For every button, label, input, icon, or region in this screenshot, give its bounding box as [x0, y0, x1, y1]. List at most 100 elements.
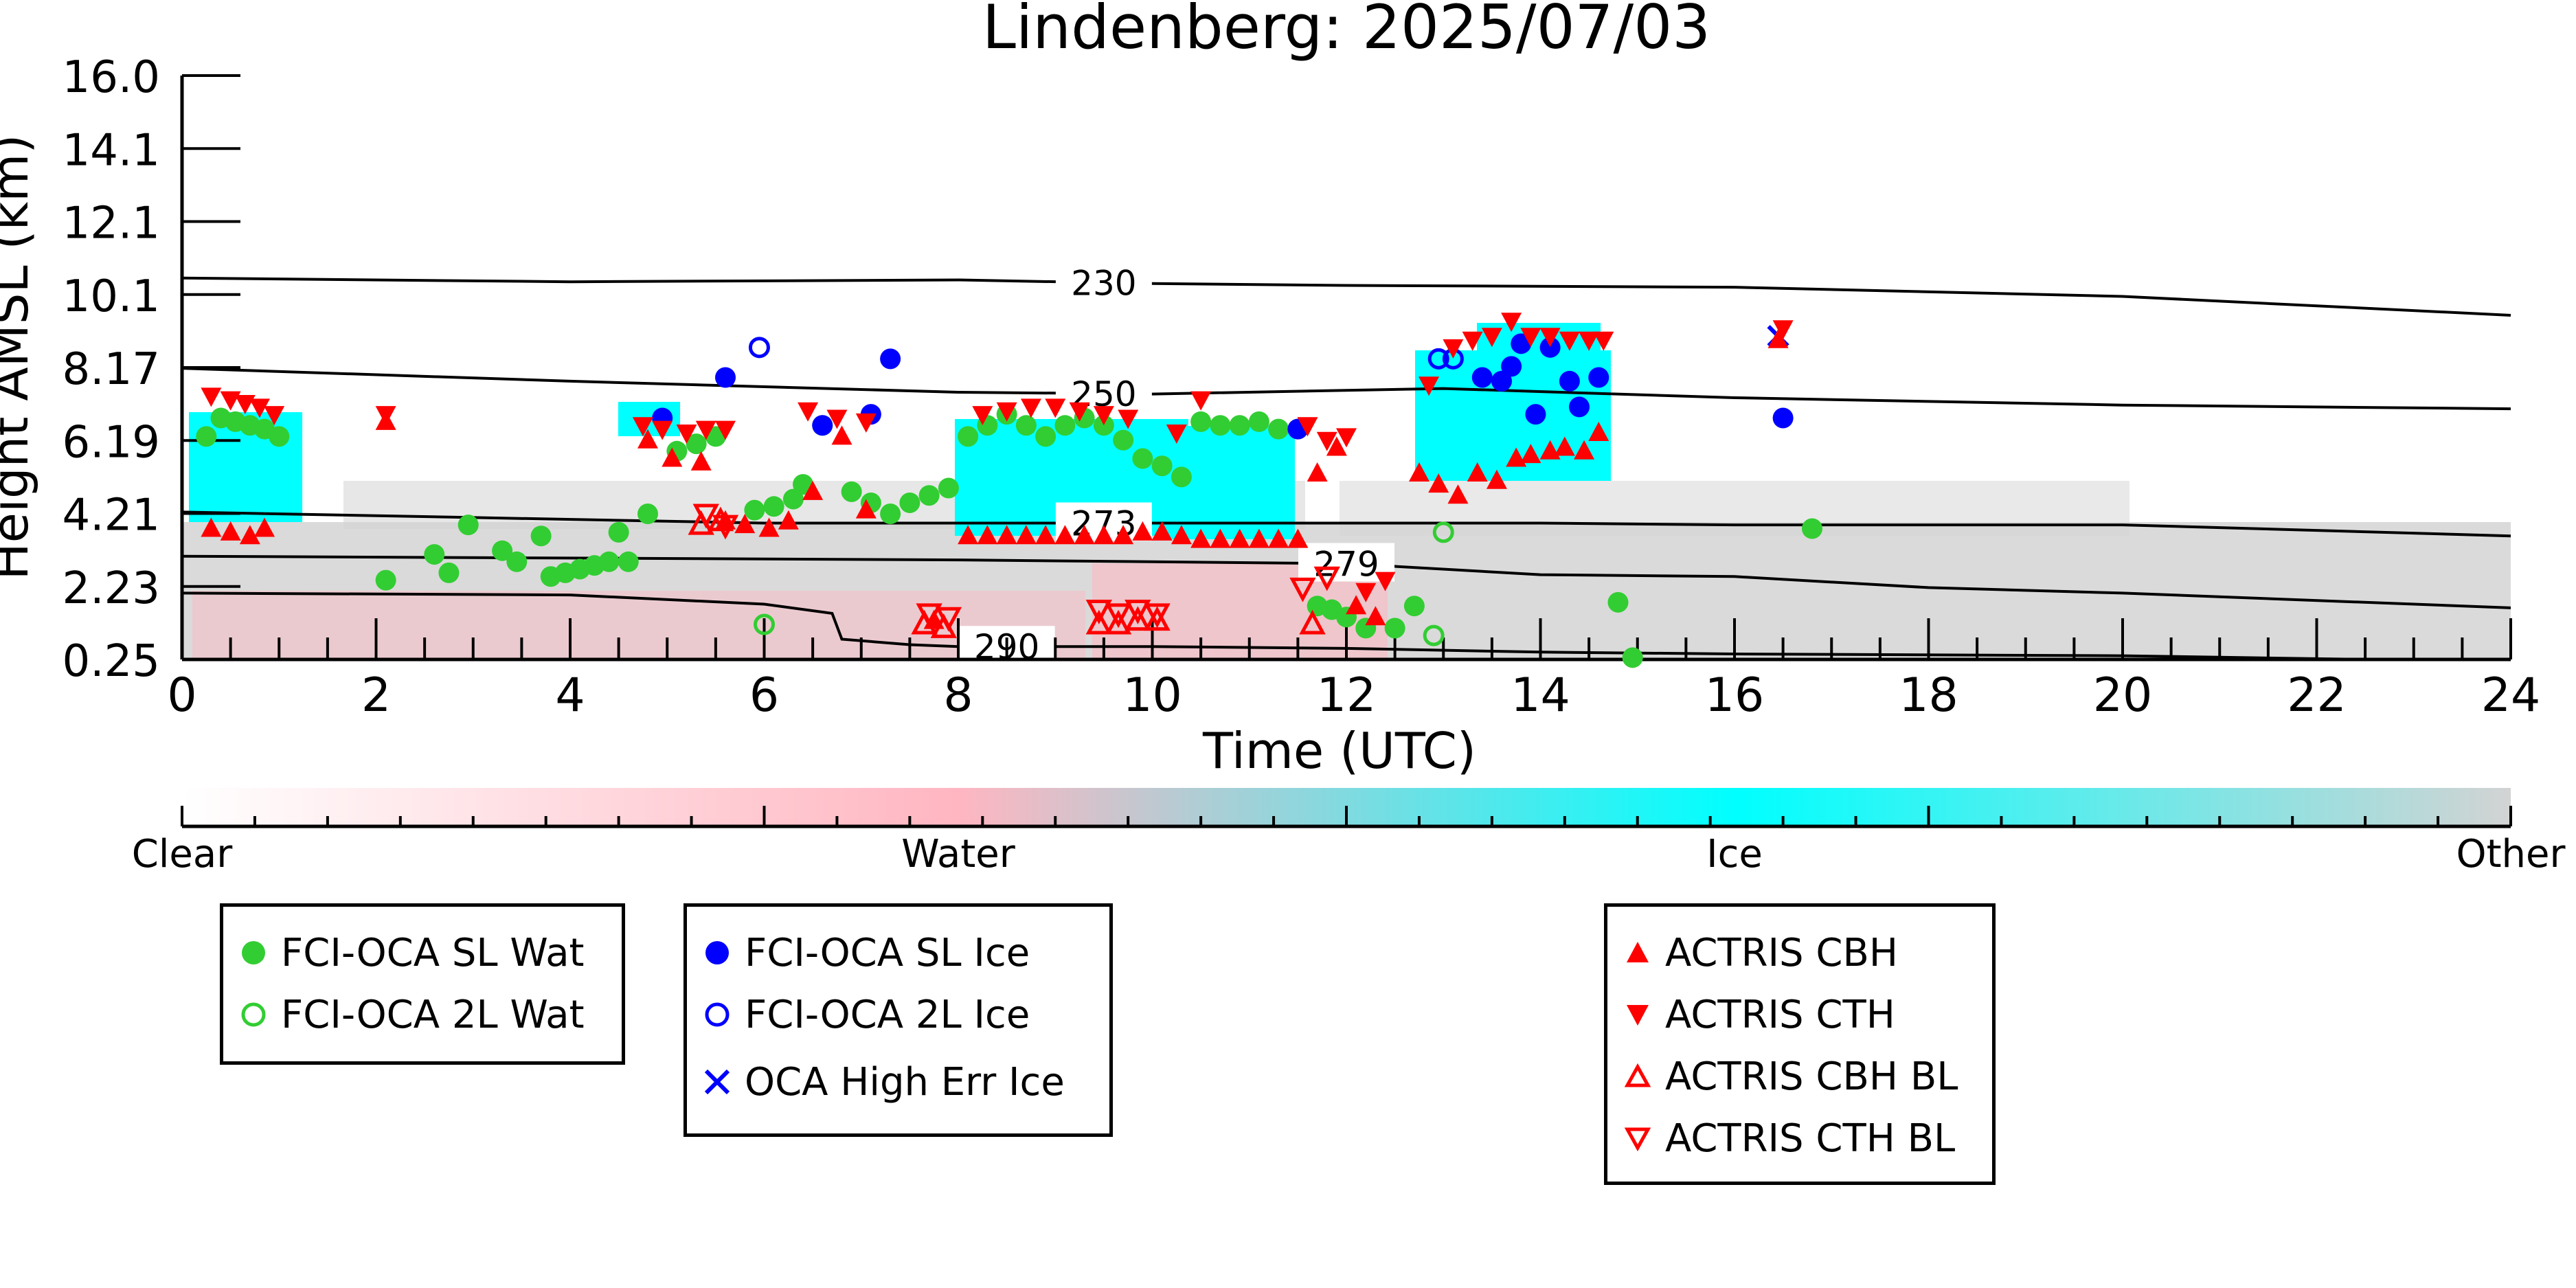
data-point — [1035, 525, 1057, 545]
data-point — [1015, 525, 1037, 545]
data-point — [715, 367, 736, 388]
data-point — [1559, 331, 1580, 351]
filled-circle-icon — [705, 941, 729, 964]
legend-label: OCA High Err Ice — [745, 1059, 1065, 1105]
x-tick-label: 0 — [167, 668, 196, 723]
data-point — [754, 613, 775, 635]
data-point — [972, 406, 993, 426]
data-point — [196, 426, 217, 447]
data-point — [1015, 415, 1037, 436]
y-tick-label: 16.0 — [63, 52, 161, 103]
contour-label-bg — [1055, 262, 1152, 301]
open-circle-icon — [241, 1002, 266, 1027]
data-point — [1166, 424, 1187, 444]
data-point — [841, 481, 862, 502]
data-point — [1132, 521, 1153, 541]
data-point — [1622, 647, 1643, 668]
data-point — [506, 551, 528, 572]
data-point — [375, 406, 396, 426]
contour-line — [181, 510, 2511, 538]
data-point — [254, 517, 275, 537]
y-tick-label: 8.17 — [63, 344, 161, 395]
colorbar-labels: Clear Water Ice Other — [132, 832, 2566, 877]
data-point — [1574, 440, 1595, 460]
data-point — [758, 517, 780, 537]
x-tick-label: 12 — [1317, 668, 1377, 723]
data-point — [1408, 462, 1430, 482]
data-point — [880, 348, 901, 370]
data-point — [1501, 356, 1522, 377]
data-point — [598, 551, 620, 572]
colorbar-label: Ice — [1706, 832, 1763, 877]
data-point — [1462, 331, 1483, 351]
data-point — [1491, 370, 1512, 392]
data-point — [1539, 328, 1561, 348]
open-circle-icon — [705, 1002, 730, 1027]
data-point — [637, 429, 658, 449]
y-tick-label: 0.25 — [63, 636, 161, 687]
data-point — [1069, 402, 1090, 422]
legend-water: FCI-OCA SL Wat FCI-OCA 2L Wat — [220, 903, 625, 1065]
data-point — [1767, 328, 1789, 348]
data-point — [734, 514, 756, 534]
x-tick-label: 24 — [2481, 668, 2541, 723]
data-point — [1105, 609, 1132, 635]
data-point — [1085, 609, 1112, 635]
data-point — [1054, 415, 1076, 436]
data-point — [935, 607, 962, 632]
data-point — [1432, 521, 1454, 543]
data-point — [1210, 415, 1231, 436]
x-tick-label: 18 — [1899, 668, 1958, 723]
data-point — [1384, 618, 1405, 639]
data-point — [686, 433, 707, 455]
contour-line — [181, 276, 2511, 317]
data-point — [831, 425, 852, 445]
data-point — [1588, 367, 1609, 388]
data-point — [269, 426, 290, 447]
data-point — [782, 488, 804, 510]
y-axis-label: Height AMSL (km) — [0, 135, 39, 580]
y-tick-label: 10.1 — [63, 271, 161, 322]
data-point — [1443, 339, 1464, 359]
data-point — [1093, 415, 1114, 436]
data-point — [802, 480, 824, 500]
data-point — [748, 337, 770, 359]
data-point — [1085, 600, 1112, 624]
data-point — [1132, 448, 1153, 469]
data-point — [1559, 370, 1580, 392]
data-point — [1287, 528, 1309, 548]
data-point — [690, 451, 712, 471]
data-point — [938, 477, 959, 499]
data-point — [744, 499, 765, 521]
contour-label: 279 — [1313, 544, 1379, 584]
data-point — [1229, 415, 1250, 436]
data-point — [977, 525, 998, 545]
legend-label: FCI-OCA 2L Wat — [281, 992, 585, 1037]
legend-label: FCI-OCA SL Wat — [281, 930, 585, 975]
x-axis-ticks: 0 2 4 6 8 10 12 14 16 18 20 22 24 — [167, 618, 2540, 723]
y-tick-label: 2.23 — [63, 563, 161, 614]
data-point — [201, 517, 222, 537]
data-point — [1190, 411, 1212, 432]
data-point — [712, 515, 739, 540]
data-point — [778, 510, 799, 530]
data-point — [1074, 525, 1095, 545]
data-point — [1447, 484, 1469, 504]
filled-circle-icon — [242, 941, 265, 964]
data-point — [1313, 566, 1340, 591]
data-point — [918, 485, 940, 506]
legend-entry: ACTRIS CTH BL — [1607, 1107, 1955, 1169]
data-point — [375, 569, 396, 591]
data-point — [1151, 455, 1173, 477]
data-point — [763, 496, 784, 517]
data-point — [1105, 603, 1132, 629]
data-point — [916, 603, 942, 629]
data-point — [676, 424, 697, 444]
data-point — [1554, 436, 1575, 456]
data-point — [1419, 376, 1440, 396]
data-point — [220, 391, 241, 411]
legend-entry: FCI-OCA 2L Wat — [223, 984, 585, 1046]
data-point — [1093, 406, 1114, 426]
data-point — [1054, 525, 1076, 545]
